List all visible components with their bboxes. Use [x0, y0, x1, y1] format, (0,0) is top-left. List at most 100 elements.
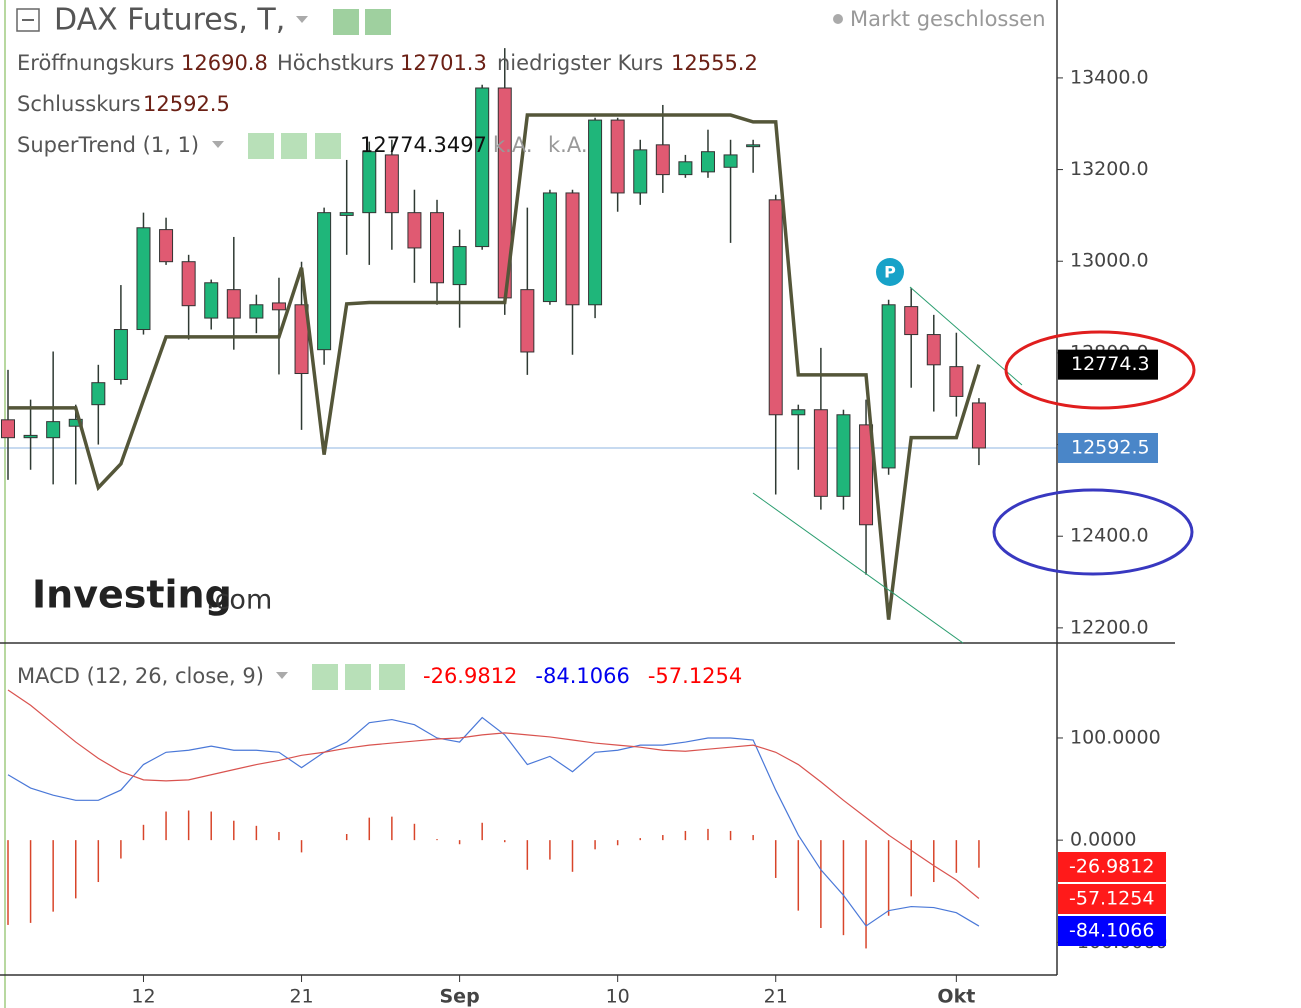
value-box	[1058, 852, 1166, 882]
price-box	[1058, 349, 1158, 380]
candle-body	[339, 212, 354, 216]
candle-body	[723, 154, 738, 168]
indicator-value: 12774.3497	[360, 133, 487, 157]
candle-body	[565, 192, 580, 306]
dropdown[interactable]	[276, 672, 288, 679]
candle-body	[971, 402, 986, 449]
annotation-badge[interactable]	[876, 258, 904, 286]
candle-body	[362, 151, 377, 214]
annotation: P	[884, 263, 896, 282]
eye-icon[interactable]	[312, 664, 338, 690]
price-box-label: 12592.5	[1071, 436, 1150, 458]
price-box-label: 12774.3	[1071, 353, 1150, 375]
legend-value: 12555.2	[671, 51, 758, 75]
trend-line	[752, 492, 964, 644]
watermark: .com	[206, 585, 272, 616]
candle-body	[475, 87, 490, 248]
candle-body	[813, 409, 828, 497]
macd-line	[7, 689, 980, 899]
candle-body	[655, 144, 670, 176]
candle-body	[520, 289, 535, 353]
candle-body	[542, 192, 557, 303]
price-box	[1058, 432, 1158, 463]
x-tick-label: 10	[606, 986, 630, 1008]
collapse-icon[interactable]	[16, 8, 40, 32]
candle-body	[859, 424, 874, 526]
indicator-value: k.A.	[493, 133, 533, 157]
candle-body	[836, 414, 851, 497]
candle-body	[633, 149, 648, 194]
candle-body	[317, 212, 332, 351]
x-tick-label: Okt	[937, 986, 975, 1008]
candle-body	[768, 199, 783, 416]
x-tick-label: 21	[289, 986, 313, 1008]
candle-body	[430, 212, 445, 284]
status: Markt geschlossen	[850, 7, 1046, 31]
candle-body	[113, 329, 128, 380]
x-tick-label: 12	[131, 986, 155, 1008]
status-dot	[833, 14, 843, 24]
main-layer: 12200.012400.012600.012800.013000.013200…	[0, 0, 1175, 1008]
candle-body	[384, 154, 399, 214]
dropdown[interactable]	[296, 16, 308, 23]
candle-body	[181, 261, 196, 307]
candle-body	[610, 119, 625, 194]
settings-icon[interactable]	[345, 664, 371, 690]
dropdown[interactable]	[212, 141, 224, 148]
y-tick-label: 12200.0	[1070, 616, 1149, 638]
legend-label: niedrigster Kurs	[497, 51, 663, 75]
legend-value: -57.1254	[648, 664, 742, 688]
close-icon[interactable]	[379, 664, 405, 690]
value-box	[1058, 916, 1166, 946]
candle-body	[204, 282, 219, 319]
title: DAX Futures, T,	[54, 3, 285, 38]
candle-body	[1, 419, 15, 439]
legend-label: Eröffnungskurs	[17, 51, 174, 75]
candle-body	[271, 302, 286, 311]
overlay-layer: 12774.3 12592.5 -26.9812 -84.1066 -57.1254 -2…	[423, 330, 1196, 946]
y-tick-label: 13400.0	[1070, 66, 1149, 88]
legend-value: -26.9812	[423, 664, 517, 688]
y-tick-label: 0.0000	[1070, 829, 1136, 851]
settings-icon[interactable]	[281, 133, 307, 159]
candle-body	[949, 366, 964, 397]
legend-value: 12701.3	[400, 51, 487, 75]
candle-body	[249, 304, 264, 319]
candle-body	[700, 151, 715, 173]
settings-icon[interactable]	[365, 9, 391, 35]
macd-title: MACD (12, 26, close, 9)	[17, 664, 264, 688]
legend-label: Höchstkurs	[277, 51, 394, 75]
candle-body	[159, 229, 174, 263]
candle-body	[294, 304, 309, 375]
x-tick-label: 21	[764, 986, 788, 1008]
eye-icon[interactable]	[333, 9, 359, 35]
candle-body	[678, 161, 693, 176]
value-box-label: -57.1254	[1069, 888, 1154, 910]
y-tick-label: 13200.0	[1070, 158, 1149, 180]
legend-value: -84.1066	[535, 664, 629, 688]
x-tick-label: Sep	[440, 986, 480, 1008]
macd-line	[7, 716, 980, 927]
indicator-name: SuperTrend (1, 1)	[17, 133, 199, 157]
candle-body	[407, 212, 422, 249]
candle-body	[46, 421, 61, 439]
legend-value: 12690.8	[181, 51, 268, 75]
candle-body	[881, 304, 896, 469]
legend-value: 12592.5	[143, 92, 230, 116]
indicator-value: k.A.	[548, 133, 588, 157]
candle-body	[136, 227, 151, 331]
highlight-ellipse	[992, 488, 1194, 576]
highlight-ellipse	[1004, 330, 1196, 410]
candle-body	[68, 418, 83, 427]
candle-body	[791, 409, 806, 416]
close-icon[interactable]	[315, 133, 341, 159]
value-box-label: -26.9812	[1069, 856, 1154, 878]
value-box-label: -84.1066	[1069, 920, 1154, 942]
candle-body	[746, 144, 761, 148]
candle-body	[23, 434, 38, 439]
eye-icon[interactable]	[248, 133, 274, 159]
candle-body	[904, 306, 919, 336]
candle-body	[91, 382, 106, 406]
candle-body	[226, 289, 241, 319]
